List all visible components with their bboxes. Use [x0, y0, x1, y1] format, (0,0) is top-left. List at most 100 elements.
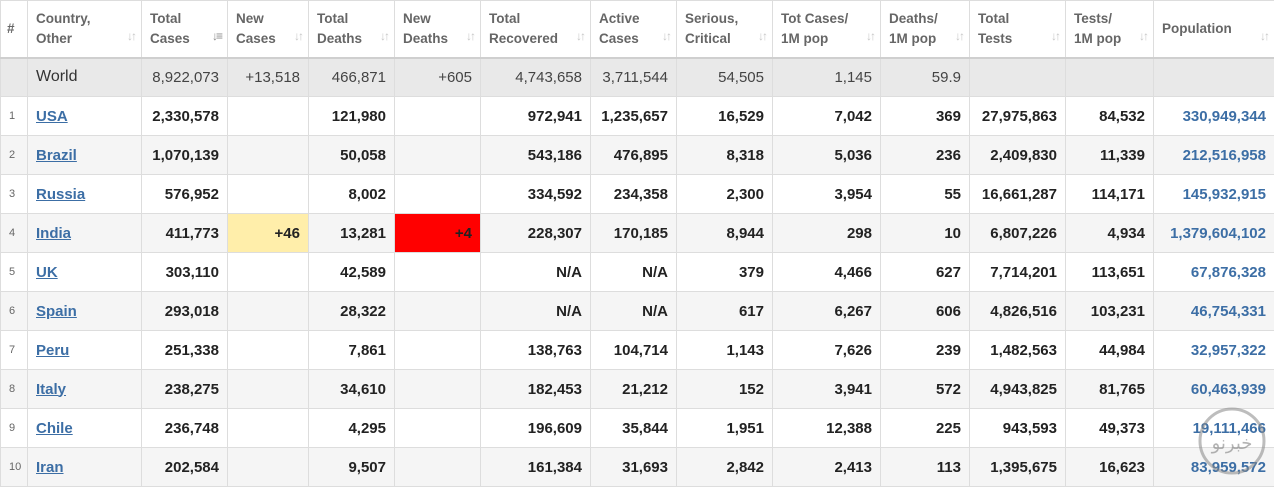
total-deaths-cell: 50,058	[308, 135, 395, 175]
population-link[interactable]: 83,959,572	[1190, 458, 1266, 476]
population-link[interactable]: 330,949,344	[1182, 107, 1266, 125]
total-cases-cell: 238,275	[141, 369, 228, 409]
serious-critical-cell: 617	[676, 291, 773, 331]
sort-icon[interactable]: ↓↑	[1260, 28, 1270, 43]
country-link[interactable]: Iran	[36, 458, 64, 476]
population-link[interactable]: 32,957,322	[1190, 341, 1266, 359]
sort-icon[interactable]: ↓↑	[380, 28, 390, 43]
col-header-new-cases[interactable]: New Cases ↓↑	[227, 0, 309, 59]
active-cases-cell: 234,358	[590, 174, 677, 214]
serious-critical-cell: 16,529	[676, 96, 773, 136]
cases-per-million-cell: 5,036	[772, 135, 881, 175]
tests-per-million-cell: 11,339	[1065, 135, 1154, 175]
total-cases-cell: 202,584	[141, 447, 228, 487]
col-header-deaths-per-million[interactable]: Deaths/ 1M pop ↓↑	[880, 0, 970, 59]
table-row: 1 USA 2,330,578 121,980 972,941 1,235,657 16,5…	[0, 96, 1274, 136]
total-cases-cell: 236,748	[141, 408, 228, 448]
deaths-per-million-cell: 572	[880, 369, 970, 409]
sort-icon[interactable]: ↓↑	[576, 28, 586, 43]
sort-icon[interactable]: ↓↑	[955, 28, 965, 43]
country-link[interactable]: UK	[36, 263, 58, 281]
population-cell: 60,463,939	[1153, 369, 1274, 409]
sort-icon[interactable]: ↓↑	[1051, 28, 1061, 43]
total-deaths-cell: 7,861	[308, 330, 395, 370]
population-link[interactable]: 1,379,604,102	[1170, 224, 1266, 242]
cases-per-million-cell: 7,042	[772, 96, 881, 136]
serious-critical-cell: 54,505	[676, 57, 773, 97]
col-header-active-cases[interactable]: Active Cases ↓↑	[590, 0, 677, 59]
country-link[interactable]: Chile	[36, 419, 73, 437]
population-cell: 330,949,344	[1153, 96, 1274, 136]
population-link[interactable]: 212,516,958	[1182, 146, 1266, 164]
cases-per-million-cell: 1,145	[772, 57, 881, 97]
population-cell: 67,876,328	[1153, 252, 1274, 292]
country-link[interactable]: Russia	[36, 185, 86, 203]
total-tests-cell: 7,714,201	[969, 252, 1066, 292]
country-cell: Spain	[27, 291, 142, 331]
total-recovered-cell: N/A	[480, 252, 591, 292]
col-header-total-cases[interactable]: Total Cases ↓≡	[141, 0, 228, 59]
total-recovered-cell: 182,453	[480, 369, 591, 409]
sort-icon[interactable]: ↓↑	[758, 28, 768, 43]
active-cases-cell: 1,235,657	[590, 96, 677, 136]
new-deaths-cell: +4	[394, 213, 481, 253]
col-header-cases-per-million[interactable]: Tot Cases/ 1M pop ↓↑	[772, 0, 881, 59]
country-cell: Iran	[27, 447, 142, 487]
total-cases-cell: 251,338	[141, 330, 228, 370]
sort-desc-icon[interactable]: ↓≡	[211, 28, 223, 43]
col-header-new-deaths[interactable]: New Deaths ↓↑	[394, 0, 481, 59]
population-link[interactable]: 67,876,328	[1190, 263, 1266, 281]
new-cases-cell	[227, 96, 309, 136]
total-tests-cell: 6,807,226	[969, 213, 1066, 253]
serious-critical-cell: 1,143	[676, 330, 773, 370]
col-header-rank: #	[0, 0, 28, 59]
country-link[interactable]: India	[36, 224, 72, 242]
col-header-total-recovered[interactable]: Total Recovered ↓↑	[480, 0, 591, 59]
population-cell: 1,379,604,102	[1153, 213, 1274, 253]
sort-icon[interactable]: ↓↑	[662, 28, 672, 43]
col-header-total-deaths[interactable]: Total Deaths ↓↑	[308, 0, 395, 59]
new-cases-cell	[227, 408, 309, 448]
sort-icon[interactable]: ↓↑	[466, 28, 476, 43]
cases-per-million-cell: 2,413	[772, 447, 881, 487]
country-link[interactable]: Italy	[36, 380, 67, 398]
population-link[interactable]: 60,463,939	[1190, 380, 1266, 398]
serious-critical-cell: 8,944	[676, 213, 773, 253]
sort-icon[interactable]: ↓↑	[127, 28, 137, 43]
new-deaths-cell	[394, 369, 481, 409]
active-cases-cell: 21,212	[590, 369, 677, 409]
total-tests-cell: 16,661,287	[969, 174, 1066, 214]
rank-cell	[0, 57, 28, 97]
total-recovered-cell: 161,384	[480, 447, 591, 487]
population-link[interactable]: 145,932,915	[1182, 185, 1266, 203]
country-link[interactable]: Spain	[36, 302, 77, 320]
col-header-tests-per-million[interactable]: Tests/ 1M pop ↓↑	[1065, 0, 1154, 59]
population-cell: 46,754,331	[1153, 291, 1274, 331]
new-deaths-cell	[394, 291, 481, 331]
country-link[interactable]: Brazil	[36, 146, 77, 164]
total-recovered-cell: 543,186	[480, 135, 591, 175]
sort-icon[interactable]: ↓↑	[294, 28, 304, 43]
tests-per-million-cell: 113,651	[1065, 252, 1154, 292]
sort-icon[interactable]: ↓↑	[1139, 28, 1149, 43]
country-link[interactable]: Peru	[36, 341, 70, 359]
col-header-country[interactable]: Country, Other ↓↑	[27, 0, 142, 59]
deaths-per-million-cell: 225	[880, 408, 970, 448]
col-header-total-tests[interactable]: Total Tests ↓↑	[969, 0, 1066, 59]
population-link[interactable]: 19,111,466	[1192, 419, 1266, 437]
table-row: 6 Spain 293,018 28,322 N/A N/A 617 6,267 606 4,82…	[0, 291, 1274, 331]
total-deaths-cell: 121,980	[308, 96, 395, 136]
country-cell: Russia	[27, 174, 142, 214]
serious-critical-cell: 2,300	[676, 174, 773, 214]
total-tests-cell: 1,395,675	[969, 447, 1066, 487]
total-recovered-cell: 4,743,658	[480, 57, 591, 97]
col-header-serious-critical[interactable]: Serious, Critical ↓↑	[676, 0, 773, 59]
population-link[interactable]: 46,754,331	[1190, 302, 1266, 320]
population-cell: 32,957,322	[1153, 330, 1274, 370]
tests-per-million-cell	[1065, 57, 1154, 97]
col-header-population[interactable]: Population ↓↑	[1153, 0, 1274, 59]
country-link[interactable]: USA	[36, 107, 68, 125]
active-cases-cell: N/A	[590, 291, 677, 331]
sort-icon[interactable]: ↓↑	[866, 28, 876, 43]
